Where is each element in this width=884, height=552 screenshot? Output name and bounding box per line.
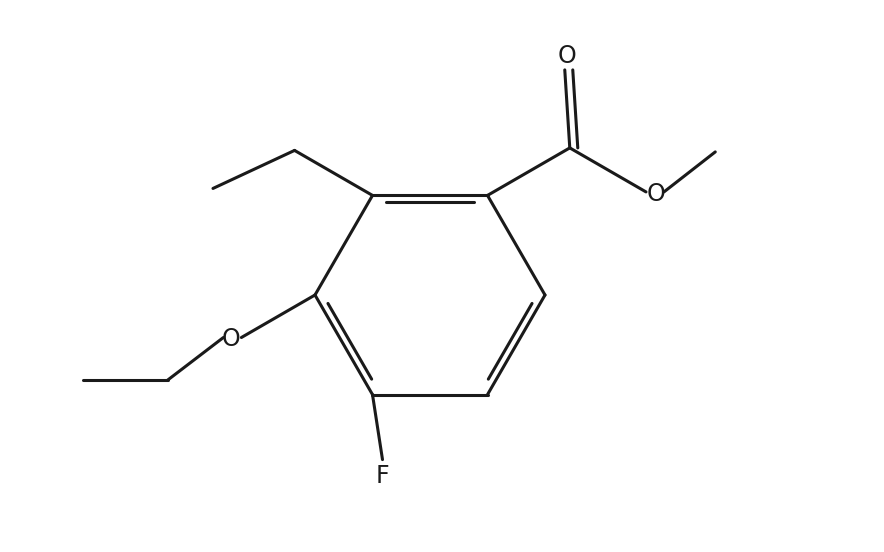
Text: O: O — [558, 44, 576, 68]
Text: O: O — [222, 327, 240, 352]
Text: O: O — [646, 182, 666, 206]
Text: F: F — [376, 464, 389, 487]
